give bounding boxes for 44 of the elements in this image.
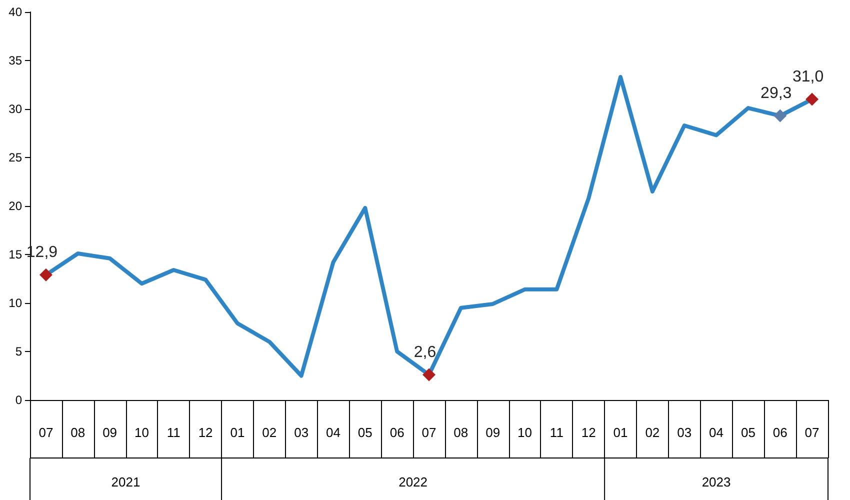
point [774, 109, 787, 122]
point [806, 92, 819, 106]
x-tick-label: 08 [454, 425, 468, 440]
data-label: 2,6 [414, 344, 436, 361]
x-tick-label: 08 [70, 425, 86, 440]
y-tick-label: 30 [8, 102, 22, 116]
x-tick-label: 11 [550, 425, 564, 440]
y-tick-label: 40 [8, 5, 22, 19]
point [422, 368, 436, 382]
x-tick-label: 06 [390, 425, 404, 440]
x-tick-label: 03 [677, 425, 692, 440]
x-tick-label: 04 [709, 425, 724, 440]
y-tick-label: 10 [8, 296, 22, 310]
data-label: 29,3 [760, 84, 792, 102]
x-tick-label: 01 [613, 425, 628, 440]
y-tick-label: 35 [8, 54, 22, 68]
y-tick-label: 0 [15, 393, 22, 407]
x-tick-label: 07 [38, 425, 54, 440]
text: 2022 [398, 474, 428, 490]
text: 2021 [111, 474, 140, 490]
y-tick-label: 20 [8, 199, 22, 213]
x-tick-label: 11 [166, 425, 180, 440]
x-tick-label: 06 [772, 425, 788, 440]
x-tick-label: 05 [358, 425, 372, 440]
x-tick-label: 02 [262, 425, 277, 440]
y-tick-label: 15 [8, 248, 22, 262]
x-tick-label: 10 [518, 425, 532, 440]
point [39, 268, 52, 282]
x-tick-label: 05 [740, 425, 756, 440]
data-label: 31,0 [792, 68, 824, 86]
x-tick-label: 02 [645, 425, 660, 440]
text: 2023 [702, 474, 731, 490]
x-tick-label: 01 [230, 425, 245, 440]
x-tick-label: 04 [326, 425, 340, 440]
x-tick-label: 07 [422, 425, 436, 440]
y-tick-label: 5 [15, 344, 22, 358]
x-tick-label: 10 [134, 425, 149, 440]
x-tick-label: 12 [198, 425, 213, 440]
x-tick-label: 03 [294, 425, 309, 440]
x-tick-label: 09 [102, 425, 118, 440]
x-tick-label: 12 [581, 425, 596, 440]
y-tick-label: 25 [8, 150, 22, 164]
x-tick-label: 09 [486, 425, 500, 440]
x-tick-label: 07 [804, 425, 820, 440]
